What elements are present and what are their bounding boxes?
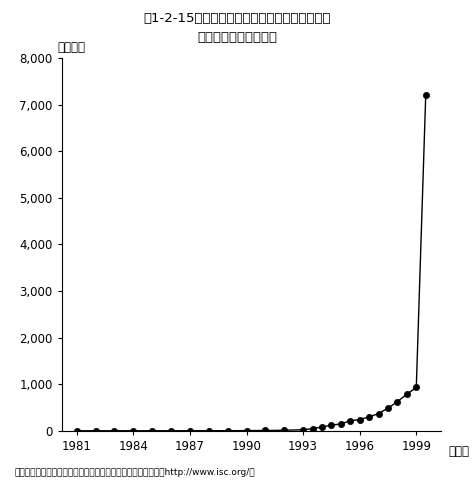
Text: 資料：米国インターネット・ソフトウェア・コンソーシアム（http://www.isc.org/）: 資料：米国インターネット・ソフトウェア・コンソーシアム（http://www.i…	[14, 468, 255, 477]
Text: （年）: （年）	[448, 445, 469, 458]
Text: 第1-2-15図　インターネットに接続されている: 第1-2-15図 インターネットに接続されている	[143, 12, 331, 25]
Text: ホストコンピュータ数: ホストコンピュータ数	[197, 31, 277, 45]
Text: （万台）: （万台）	[58, 41, 86, 54]
